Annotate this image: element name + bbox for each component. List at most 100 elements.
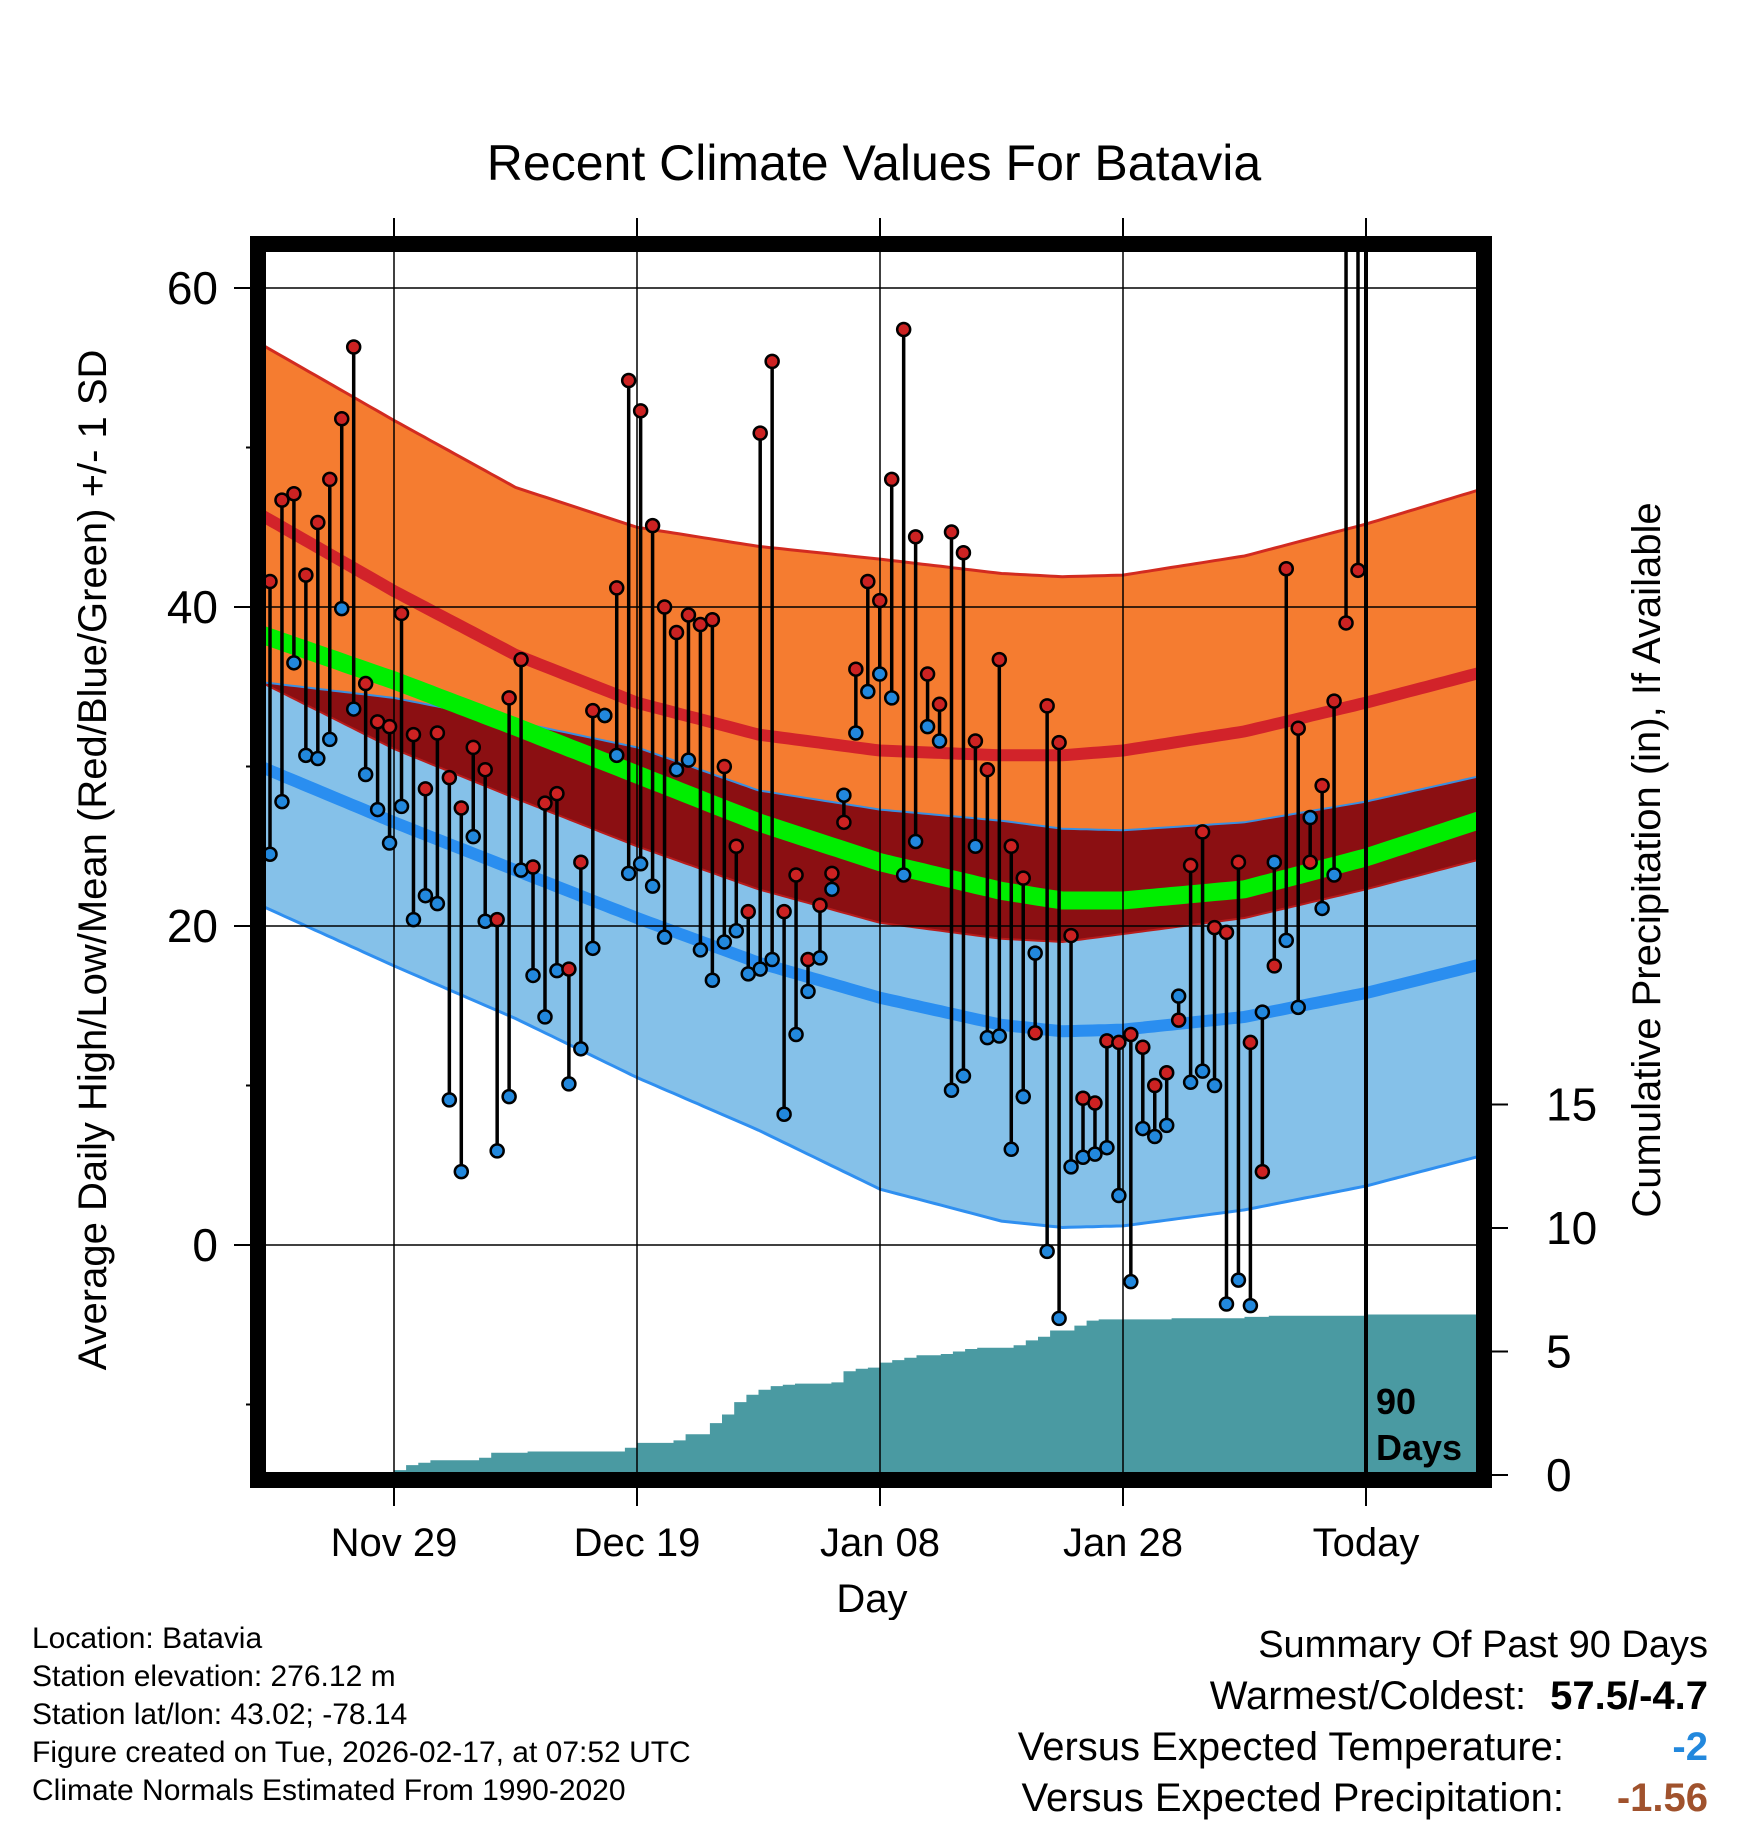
created-text: Figure created on Tue, 2026-02-17, at 07… bbox=[32, 1736, 691, 1769]
y-tick-label: 40 bbox=[167, 581, 218, 633]
daily-low-point bbox=[752, 961, 768, 977]
daily-low-point bbox=[525, 967, 541, 984]
daily-high-point bbox=[561, 961, 577, 977]
daily-high-point bbox=[393, 605, 410, 622]
daily-high-point bbox=[1111, 1034, 1127, 1051]
daily-high-point bbox=[1230, 854, 1247, 870]
daily-low-point bbox=[465, 828, 482, 845]
y-tick-label: 0 bbox=[192, 1219, 218, 1271]
daily-low-point bbox=[836, 787, 852, 803]
daily-low-point bbox=[656, 929, 673, 945]
daily-low-point bbox=[1340, 0, 1353, 7]
daily-high-point bbox=[955, 545, 972, 561]
daily-low-point bbox=[860, 683, 876, 700]
daily-high-point bbox=[1278, 560, 1295, 577]
plot-area: 90 Days 0 20 40 60 0 5 10 15 Nov 29 Dec 19 Jan 08 Jan… bbox=[167, 0, 1597, 1565]
daily-low-point bbox=[1302, 809, 1318, 826]
daily-high-point bbox=[537, 795, 553, 811]
climate-chart: Recent Climate Values For Batavia 90 Days… bbox=[71, 0, 1669, 1620]
y2-tick-label: 0 bbox=[1546, 1449, 1572, 1501]
daily-low-point bbox=[585, 940, 601, 957]
daily-low-point bbox=[597, 707, 613, 724]
daily-high-point bbox=[764, 353, 780, 370]
daily-high-point bbox=[788, 867, 804, 883]
daily-low-point bbox=[310, 750, 326, 767]
daily-high-point bbox=[716, 758, 733, 775]
daily-low-point bbox=[1146, 1128, 1163, 1145]
plot-frame bbox=[250, 236, 1492, 1488]
daily-low-point bbox=[704, 972, 721, 988]
elevation-text: Station elevation: 276.12 m bbox=[32, 1660, 396, 1693]
summary-panel: Summary Of Past 90 Days Warmest/Coldest:… bbox=[1018, 1620, 1708, 1824]
daily-high-point bbox=[465, 739, 482, 756]
summary-heading: Summary Of Past 90 Days bbox=[1258, 1624, 1708, 1666]
daily-high-point bbox=[1194, 824, 1211, 840]
today-label-number: 90 bbox=[1376, 1381, 1416, 1422]
daily-high-point bbox=[680, 607, 697, 623]
daily-high-point bbox=[1158, 1064, 1175, 1081]
high-upper-line bbox=[259, 342, 1484, 579]
y-tick-label: 20 bbox=[167, 900, 218, 952]
daily-low-point bbox=[644, 878, 661, 894]
daily-high-point bbox=[333, 411, 350, 427]
daily-high-point bbox=[608, 580, 625, 596]
daily-high-point bbox=[1266, 958, 1283, 974]
daily-high-point bbox=[1123, 1026, 1139, 1043]
daily-low-point bbox=[1003, 1141, 1020, 1158]
y2-axis-label: Cumulative Precipitation (in), If Availa… bbox=[1625, 502, 1669, 1217]
daily-high-point bbox=[1290, 720, 1306, 736]
daily-low-point bbox=[345, 701, 362, 717]
daily-low-point bbox=[955, 1068, 972, 1084]
daily-high-point bbox=[824, 865, 840, 882]
daily-high-point bbox=[1254, 1163, 1271, 1180]
daily-high-point bbox=[632, 403, 649, 419]
station-info: Location: Batavia Station elevation: 276… bbox=[32, 1620, 691, 1810]
daily-low-point bbox=[1063, 1159, 1079, 1175]
daily-low-point bbox=[1206, 1077, 1223, 1094]
daily-high-point bbox=[1015, 870, 1031, 886]
x-tick-label: Jan 08 bbox=[820, 1521, 940, 1565]
y2-tick-label: 5 bbox=[1546, 1326, 1572, 1378]
daily-high-point bbox=[656, 599, 673, 615]
low-upper-line bbox=[259, 681, 1484, 944]
daily-high-point bbox=[931, 696, 948, 713]
daily-high-point bbox=[441, 769, 458, 786]
daily-low-point bbox=[405, 911, 422, 928]
daily-high-point bbox=[286, 486, 302, 502]
summary-precip-row: Versus Expected Precipitation: -1.56 bbox=[1018, 1773, 1708, 1824]
y2-tick-label: 15 bbox=[1546, 1079, 1597, 1131]
daily-high-point bbox=[513, 651, 529, 668]
daily-high-point bbox=[848, 661, 864, 677]
daily-low-point bbox=[501, 1088, 517, 1105]
daily-low-point bbox=[286, 655, 302, 671]
location-text: Location: Batavia bbox=[32, 1622, 263, 1655]
daily-high-point bbox=[1350, 562, 1366, 579]
daily-high-point bbox=[298, 567, 314, 583]
daily-high-point bbox=[872, 592, 888, 609]
daily-high-point bbox=[1242, 1034, 1259, 1051]
daily-low-point bbox=[824, 881, 840, 898]
x-tick-label: Today bbox=[1313, 1521, 1420, 1565]
x-tick-label: Jan 28 bbox=[1063, 1521, 1183, 1565]
daily-high-point bbox=[501, 690, 517, 706]
daily-high-point bbox=[740, 903, 756, 920]
daily-low-point bbox=[680, 752, 697, 768]
y-tick-label: 60 bbox=[167, 262, 218, 314]
daily-low-point bbox=[1087, 1146, 1103, 1162]
daily-high-point bbox=[1314, 777, 1330, 794]
daily-low-point bbox=[1194, 1063, 1211, 1079]
chart-title: Recent Climate Values For Batavia bbox=[487, 135, 1262, 191]
daily-low-point bbox=[453, 1163, 470, 1180]
daily-high-point bbox=[1003, 838, 1020, 854]
daily-low-point bbox=[429, 895, 446, 912]
daily-high-point bbox=[836, 814, 852, 831]
latlon-text: Station lat/lon: 43.02; -78.14 bbox=[32, 1698, 408, 1731]
x-tick-label: Nov 29 bbox=[331, 1521, 458, 1565]
daily-low-point bbox=[393, 798, 410, 815]
daily-low-point bbox=[357, 766, 374, 783]
plot-content: 90 Days bbox=[258, 0, 1484, 1480]
daily-high-point bbox=[1051, 734, 1067, 751]
daily-high-point bbox=[477, 761, 493, 778]
low-lower-line bbox=[259, 903, 1484, 1230]
daily-high-point bbox=[429, 725, 446, 741]
